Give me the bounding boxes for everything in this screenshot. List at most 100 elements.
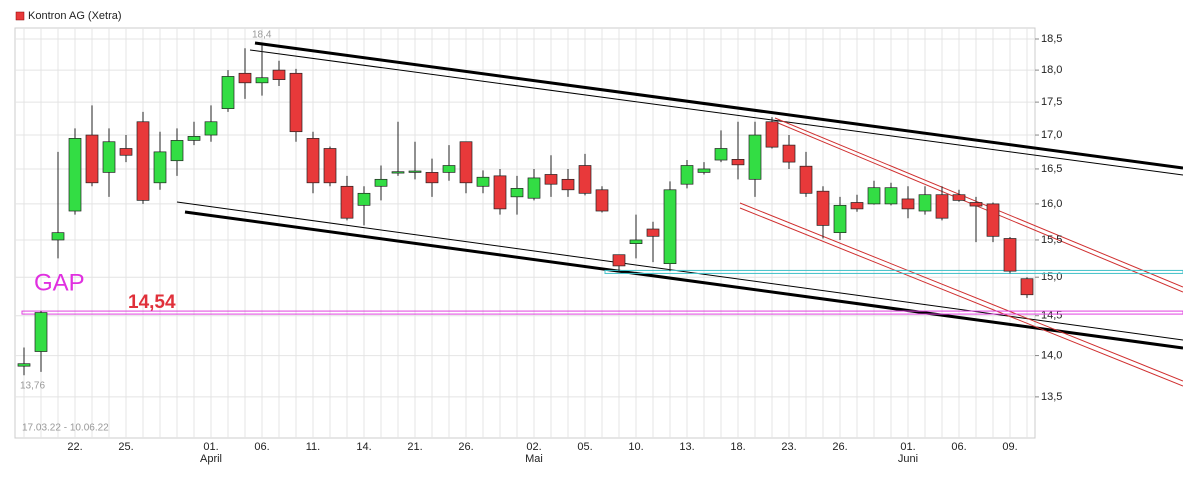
- grid: [15, 28, 1035, 438]
- trend-line: [739, 207, 1183, 387]
- trend-line: [254, 41, 1183, 170]
- candle-body: [833, 204, 847, 234]
- y-tick-label: 18,0: [1041, 64, 1062, 76]
- candle-body: [714, 148, 728, 161]
- candle-body: [306, 138, 320, 184]
- candle-body: [782, 144, 796, 163]
- candle-body: [136, 121, 150, 201]
- x-tick-label: 06.: [951, 441, 966, 453]
- candle-body: [612, 254, 626, 267]
- candle-body: [544, 174, 558, 185]
- candle-body: [901, 198, 915, 210]
- candle-body: [1020, 278, 1034, 296]
- candle-body: [986, 203, 1000, 237]
- candle-body: [34, 312, 48, 352]
- x-tick-label: 25.: [118, 441, 133, 453]
- candle-body: [187, 136, 201, 141]
- trend-line: [777, 122, 1183, 293]
- candle-body: [425, 172, 439, 184]
- y-tick-label: 18,5: [1041, 33, 1062, 45]
- candle-body: [221, 76, 235, 109]
- x-tick-label: 13.: [679, 441, 694, 453]
- candle-body: [153, 151, 167, 184]
- x-tick-label: 23.: [781, 441, 796, 453]
- x-tick-label: 26.: [458, 441, 473, 453]
- x-tick-label: 01.: [203, 441, 218, 453]
- x-tick-label: 21.: [407, 441, 422, 453]
- candle-body: [170, 140, 184, 162]
- candle-body: [357, 192, 371, 206]
- month-label: Mai: [525, 453, 543, 465]
- candle-body: [408, 170, 422, 173]
- candle-body: [493, 175, 507, 210]
- candle-body: [68, 138, 82, 212]
- candle-body: [510, 188, 524, 198]
- candle-body: [578, 165, 592, 194]
- candle-body: [850, 202, 864, 210]
- y-tick-label: 17,0: [1041, 129, 1062, 141]
- candle-body: [289, 72, 303, 133]
- candle-body: [255, 77, 269, 84]
- month-label: Juni: [898, 453, 918, 465]
- annotation: 13,76: [20, 381, 45, 392]
- date-range: 17.03.22 - 10.06.22: [22, 423, 109, 434]
- candle-body: [748, 134, 762, 180]
- legend-swatch: [15, 11, 25, 21]
- candle-body: [646, 228, 660, 237]
- candle-body: [884, 187, 898, 205]
- candle-body: [51, 232, 65, 241]
- y-tick-label: 13,5: [1041, 391, 1062, 403]
- annotation: GAP: [34, 269, 85, 296]
- candle-body: [731, 159, 745, 166]
- candle-body: [204, 121, 218, 136]
- hline: [604, 269, 1183, 274]
- candle-body: [697, 168, 711, 173]
- candle-body: [340, 185, 354, 219]
- hline: [21, 310, 1183, 315]
- candle-body: [595, 189, 609, 212]
- x-tick-label: 02.: [526, 441, 541, 453]
- trend-line: [176, 201, 1183, 341]
- candle-body: [969, 202, 983, 207]
- candle-body: [629, 239, 643, 244]
- candle-body: [17, 363, 31, 367]
- y-tick-label: 14,5: [1041, 310, 1062, 322]
- y-tick-label: 15,5: [1041, 234, 1062, 246]
- annotation: 14,54: [128, 292, 176, 313]
- candle-body: [527, 177, 541, 199]
- trend-line: [739, 202, 1183, 382]
- candle-body: [442, 165, 456, 173]
- candle-body: [765, 121, 779, 148]
- y-tick-label: 17,5: [1041, 96, 1062, 108]
- candle-body: [680, 165, 694, 185]
- x-tick-label: 14.: [356, 441, 371, 453]
- candle-body: [935, 194, 949, 219]
- candle-body: [561, 178, 575, 191]
- candle-body: [816, 190, 830, 226]
- trend-line: [249, 49, 1183, 176]
- candle-body: [459, 141, 473, 184]
- annotation: 18,4: [252, 30, 272, 41]
- candle-body: [374, 178, 388, 187]
- candle-body: [1003, 238, 1017, 272]
- legend-label: Kontron AG (Xetra): [28, 10, 122, 22]
- x-tick-label: 18.: [730, 441, 745, 453]
- candle-body: [918, 194, 932, 212]
- candle-body: [102, 141, 116, 173]
- candle-body: [323, 148, 337, 184]
- plot-area: [14, 27, 1036, 439]
- candle-body: [663, 189, 677, 265]
- y-tick-label: 16,0: [1041, 198, 1062, 210]
- trend-lines: [176, 41, 1183, 387]
- candle-body: [867, 187, 881, 205]
- x-tick-label: 22.: [67, 441, 82, 453]
- candle-body: [119, 148, 133, 156]
- x-tick-label: 06.: [254, 441, 269, 453]
- x-tick-label: 05.: [577, 441, 592, 453]
- candle-body: [391, 171, 405, 174]
- x-tick-label: 01.: [900, 441, 915, 453]
- candle-body: [952, 194, 966, 201]
- trend-line: [184, 210, 1183, 350]
- candle-body: [85, 134, 99, 184]
